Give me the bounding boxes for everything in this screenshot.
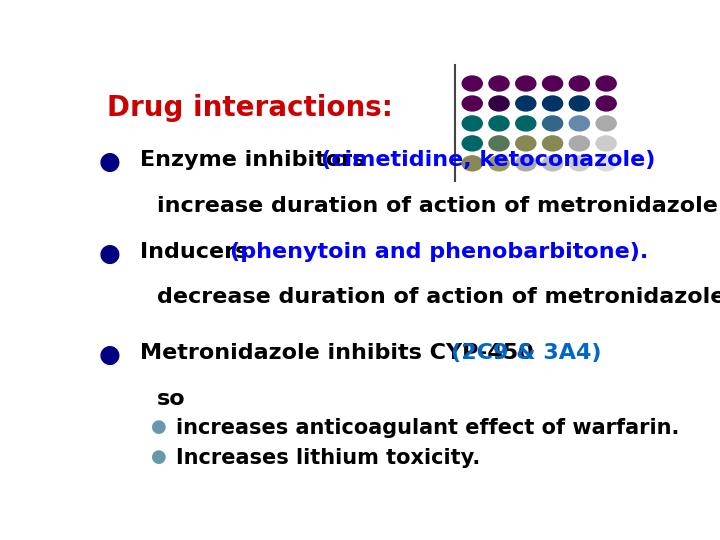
Text: Drug interactions:: Drug interactions: (107, 94, 392, 122)
Circle shape (462, 156, 482, 171)
Circle shape (516, 116, 536, 131)
Text: ●: ● (151, 418, 167, 436)
Circle shape (596, 76, 616, 91)
Circle shape (543, 136, 562, 151)
Circle shape (489, 96, 509, 111)
Circle shape (489, 116, 509, 131)
Circle shape (543, 156, 562, 171)
Text: (2C9 & 3A4): (2C9 & 3A4) (451, 343, 602, 363)
Circle shape (489, 156, 509, 171)
Circle shape (596, 96, 616, 111)
Text: ●: ● (151, 448, 167, 466)
Circle shape (489, 136, 509, 151)
Text: decrease duration of action of metronidazole: decrease duration of action of metronida… (157, 287, 720, 307)
Circle shape (462, 136, 482, 151)
Text: Inducers: Inducers (140, 241, 256, 261)
Circle shape (596, 116, 616, 131)
Circle shape (570, 96, 590, 111)
Circle shape (570, 156, 590, 171)
Circle shape (570, 116, 590, 131)
Text: increase duration of action of metronidazole: increase duration of action of metronida… (157, 196, 718, 216)
Text: (cimetidine, ketoconazole): (cimetidine, ketoconazole) (321, 150, 655, 170)
Circle shape (462, 116, 482, 131)
Circle shape (489, 76, 509, 91)
Text: Increases lithium toxicity.: Increases lithium toxicity. (176, 448, 481, 468)
Circle shape (543, 96, 562, 111)
Circle shape (570, 76, 590, 91)
Text: ●: ● (99, 343, 120, 367)
Circle shape (462, 96, 482, 111)
Circle shape (596, 136, 616, 151)
Text: Enzyme inhibitors: Enzyme inhibitors (140, 150, 374, 170)
Circle shape (516, 136, 536, 151)
Circle shape (596, 156, 616, 171)
Text: Metronidazole inhibits CYP-450: Metronidazole inhibits CYP-450 (140, 343, 541, 363)
Circle shape (543, 76, 562, 91)
Circle shape (516, 76, 536, 91)
Circle shape (516, 156, 536, 171)
Text: ●: ● (99, 241, 120, 266)
Circle shape (516, 96, 536, 111)
Circle shape (462, 76, 482, 91)
Text: (phenytoin and phenobarbitone).: (phenytoin and phenobarbitone). (230, 241, 649, 261)
Circle shape (570, 136, 590, 151)
Circle shape (543, 116, 562, 131)
Text: increases anticoagulant effect of warfarin.: increases anticoagulant effect of warfar… (176, 418, 680, 438)
Text: ●: ● (99, 150, 120, 174)
Text: so: so (157, 389, 186, 409)
